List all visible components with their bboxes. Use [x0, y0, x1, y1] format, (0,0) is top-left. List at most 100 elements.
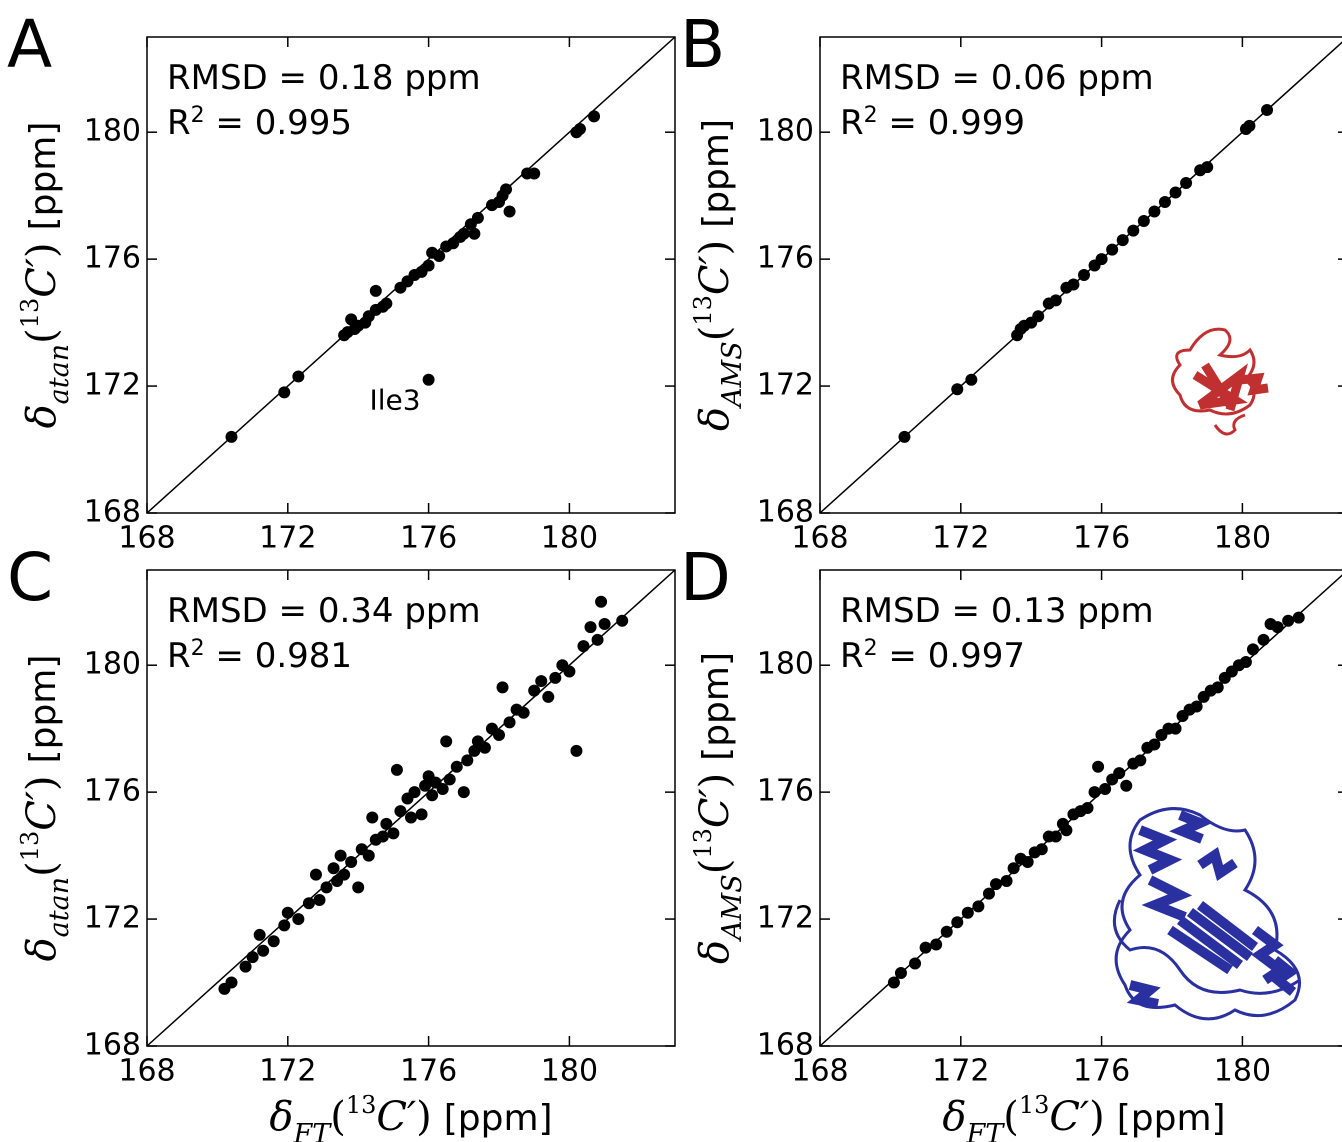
y-axis-label: δAMS(13C′) [ppm] [689, 652, 749, 964]
y-axis-label-part: ( [692, 859, 738, 875]
data-point [1292, 611, 1305, 624]
x-axis-label-part: ( [330, 1094, 346, 1140]
x-axis-label: δFT(13C′) [ppm] [942, 1091, 1225, 1142]
y-tick-label: 180 [84, 114, 141, 149]
data-point [1211, 681, 1224, 694]
data-point [1035, 843, 1048, 856]
data-point [1120, 779, 1133, 792]
data-point [598, 617, 611, 630]
data-point [457, 786, 470, 799]
r2-annotation: R2 = 0.981 [167, 636, 352, 677]
protein-loop [1213, 413, 1246, 436]
data-point [292, 913, 305, 926]
data-point [503, 205, 516, 218]
data-point [1078, 269, 1090, 281]
data-point [1243, 119, 1256, 132]
data-point [535, 675, 548, 688]
data-point [1190, 700, 1203, 713]
r2-part: 2 [191, 636, 205, 661]
plot-frame [819, 569, 1342, 1047]
x-tick-label: 168 [791, 521, 848, 556]
data-point [588, 110, 601, 123]
y-axis-label-part: ) [19, 775, 65, 791]
data-point [443, 773, 456, 786]
data-point [320, 881, 333, 894]
y-axis-label-part: C′ [19, 791, 65, 831]
r2-part: = 0.997 [878, 636, 1025, 676]
data-point [253, 928, 266, 941]
data-point [1246, 643, 1259, 656]
y-tick-label: 168 [757, 1028, 814, 1063]
plot-frame [146, 569, 676, 1047]
data-point [405, 811, 417, 824]
data-point [577, 640, 590, 653]
r2-part: R [840, 636, 864, 676]
rmsd-annotation: RMSD = 0.18 ppm [167, 58, 481, 98]
data-point [1158, 196, 1171, 209]
data-point [500, 183, 513, 196]
x-tick-label: 176 [1073, 1054, 1130, 1089]
data-point [1148, 738, 1161, 751]
data-point [573, 123, 586, 136]
data-point [1088, 786, 1101, 799]
data-point [1180, 176, 1193, 189]
data-point [257, 944, 270, 957]
y-axis-label-part: [ppm] [23, 655, 64, 764]
x-tick-label: 180 [541, 521, 598, 556]
data-point [426, 789, 439, 802]
protein-helices [1126, 810, 1299, 1009]
panel-label: A [7, 6, 52, 83]
data-point [951, 383, 964, 396]
data-point [380, 817, 393, 830]
data-point [982, 887, 995, 900]
y-axis-label-part: 13 [689, 295, 717, 326]
x-tick-label: 172 [932, 521, 989, 556]
x-tick-label: 180 [1214, 521, 1271, 556]
rmsd-annotation: RMSD = 0.34 ppm [167, 591, 481, 631]
data-point [408, 786, 421, 799]
y-tick-label: 168 [84, 495, 141, 530]
data-point [239, 960, 252, 973]
y-axis-label-part: C′ [692, 788, 738, 828]
data-point [965, 373, 978, 386]
data-point [493, 729, 505, 742]
y-axis-label-part: ) [19, 242, 65, 258]
r2-part: R [167, 636, 191, 676]
data-point [1095, 253, 1108, 266]
x-tick-label: 180 [1214, 1054, 1271, 1089]
data-point [1106, 243, 1119, 256]
data-point [909, 957, 922, 970]
data-point [387, 827, 400, 840]
y-axis-label-part: δ [19, 404, 65, 428]
data-point [1049, 830, 1062, 843]
y-axis-label-part: ( [19, 328, 65, 344]
data-point [528, 167, 541, 180]
data-point [468, 744, 481, 757]
data-point [1092, 760, 1105, 773]
data-point [415, 808, 428, 821]
panel-label: D [680, 539, 731, 616]
data-point [422, 259, 435, 272]
x-tick-label: 176 [1073, 521, 1130, 556]
y-tick-label: 168 [84, 1028, 141, 1063]
y-axis-label-part: C′ [692, 255, 738, 295]
x-axis-label-part: ( [1003, 1094, 1019, 1140]
panel-label: C [7, 539, 53, 616]
protein-inset-blue [1112, 807, 1301, 1021]
data-point [1081, 802, 1094, 814]
data-point [1261, 103, 1274, 116]
data-point [278, 919, 291, 932]
plot-frame [146, 36, 676, 514]
data-point [591, 633, 604, 646]
x-tick-label: 172 [259, 1054, 316, 1089]
data-point [1021, 855, 1034, 868]
data-point [528, 684, 541, 697]
data-point [887, 976, 900, 989]
plot-frame [819, 36, 1342, 514]
x-axis-label-part: ) [1089, 1094, 1105, 1140]
y-axis-label-part: δ [692, 407, 738, 431]
y-axis-label: δAMS(13C′) [ppm] [689, 119, 749, 431]
x-axis-label-part: FT [293, 1119, 333, 1142]
y-axis-label-part: [ppm] [696, 652, 737, 761]
data-point [990, 878, 1002, 891]
